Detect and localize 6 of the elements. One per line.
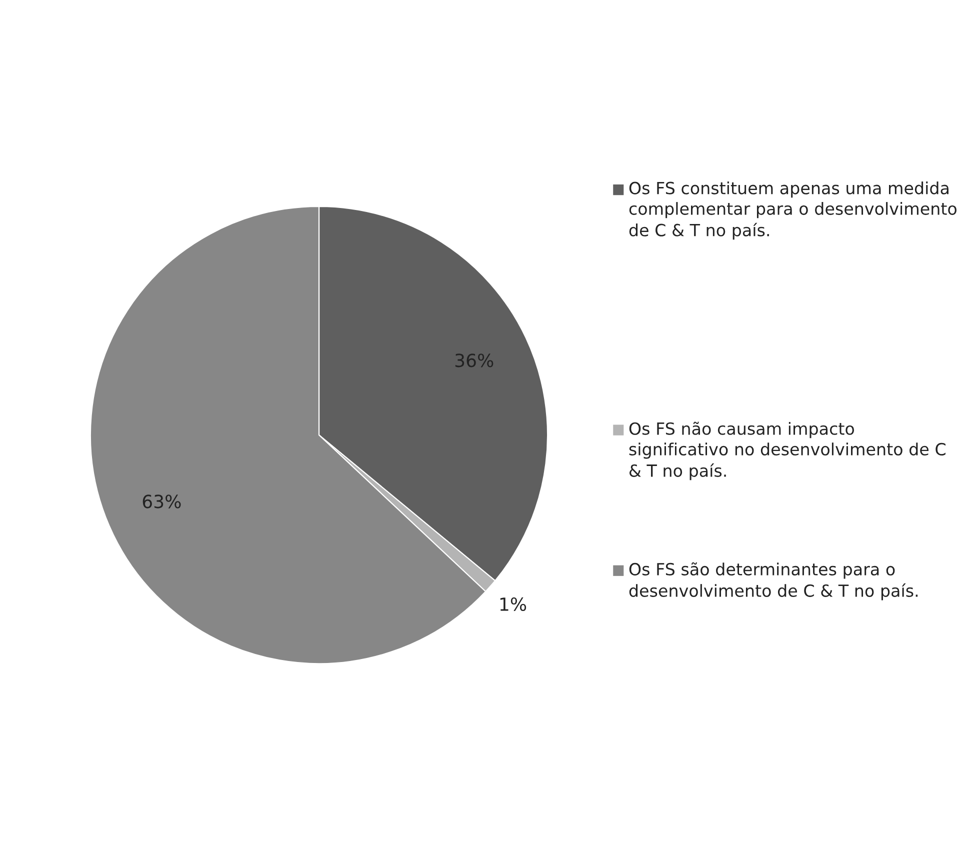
legend-label: Os FS são determinantes para o desenvolvimento de C & T no país.: [629, 562, 918, 600]
data-label: 63%: [142, 494, 181, 508]
legend-label: Os FS constituem apenas uma medida complementar para o desenvolvimento de C & T no país.: [629, 181, 956, 240]
data-label: 36%: [455, 354, 494, 368]
data-label: 1%: [500, 597, 526, 612]
legend-label: Os FS não causam impacto significativo no desenvolvimento de C & T no país.: [629, 422, 946, 480]
